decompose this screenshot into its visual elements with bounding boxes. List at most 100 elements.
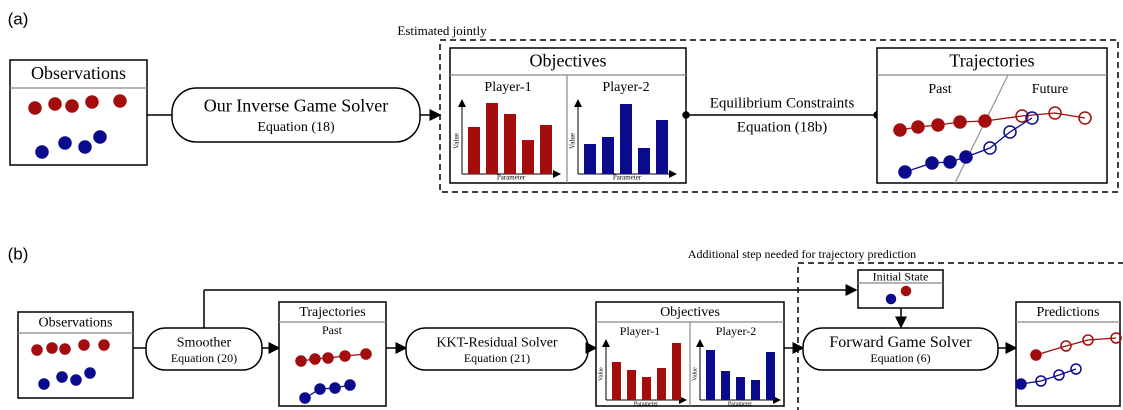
marker — [38, 378, 50, 390]
bar — [638, 148, 650, 174]
bar — [612, 362, 621, 400]
marker — [70, 374, 82, 386]
marker — [344, 379, 356, 391]
trajectory-line — [1020, 368, 1077, 385]
bar — [657, 368, 666, 400]
past-label: Past — [322, 323, 343, 337]
open-marker — [1110, 332, 1122, 344]
marker — [1030, 349, 1042, 361]
box-title: Objectives — [530, 51, 607, 71]
open-marker — [1053, 369, 1065, 381]
player-label: Player-1 — [484, 80, 531, 95]
marker — [900, 285, 912, 297]
panel-label: (a) — [8, 9, 29, 28]
axis-label: Value — [692, 367, 698, 381]
bar — [540, 125, 552, 174]
future-label: Future — [1032, 82, 1069, 97]
initial-state-box — [857, 269, 944, 309]
axis-label: Value — [453, 133, 461, 149]
box-title: Predictions — [1037, 305, 1100, 320]
group-box — [439, 39, 1119, 193]
marker — [682, 111, 690, 119]
marker — [329, 382, 341, 394]
marker — [959, 150, 973, 164]
marker — [322, 352, 334, 364]
bar — [627, 370, 636, 400]
box-title: Trajectories — [299, 305, 365, 320]
axis-label: Parameter — [497, 174, 526, 182]
marker — [943, 155, 957, 169]
marker — [299, 392, 311, 404]
edge-equation: Equation (18b) — [737, 119, 827, 135]
group-label: Estimated jointly — [397, 23, 487, 38]
trajectory-line — [304, 384, 351, 399]
marker — [93, 130, 107, 144]
bar — [721, 371, 730, 400]
node-title: Our Inverse Game Solver — [204, 96, 388, 116]
axis-label: Value — [598, 367, 604, 381]
open-marker — [1015, 109, 1029, 123]
panel-label: (b) — [8, 244, 29, 263]
marker — [898, 165, 912, 179]
marker — [339, 350, 351, 362]
marker — [978, 114, 992, 128]
node-equation: Equation (20) — [171, 351, 237, 365]
marker — [59, 343, 71, 355]
bar — [522, 140, 534, 174]
trajectory-line — [1035, 337, 1117, 356]
marker — [28, 101, 42, 115]
box-title: Trajectories — [949, 51, 1034, 71]
open-marker — [1048, 106, 1062, 120]
past-label: Past — [928, 82, 951, 97]
edge-label: Equilibrium Constraints — [710, 95, 855, 111]
bar — [620, 104, 632, 174]
box-title: Objectives — [660, 305, 720, 320]
bar — [751, 380, 760, 400]
marker — [35, 145, 49, 159]
bar — [468, 127, 480, 174]
marker — [56, 371, 68, 383]
marker — [48, 97, 62, 111]
bar — [766, 352, 775, 400]
marker — [1015, 378, 1027, 390]
marker — [98, 339, 110, 351]
open-marker — [1082, 334, 1094, 346]
axis-label: Parameter — [728, 401, 752, 407]
marker — [953, 115, 967, 129]
open-marker — [1025, 111, 1039, 125]
marker — [931, 118, 945, 132]
node-title: Smoother — [177, 335, 232, 350]
bar — [642, 377, 651, 400]
marker — [78, 140, 92, 154]
marker — [314, 383, 326, 395]
marker — [31, 344, 43, 356]
bar — [706, 350, 715, 400]
open-marker — [1078, 111, 1092, 125]
open-marker — [983, 141, 997, 155]
bar — [672, 343, 681, 400]
divider — [954, 74, 1009, 184]
box-title: Initial State — [873, 269, 929, 283]
forward-solver-node — [802, 327, 999, 371]
marker — [85, 95, 99, 109]
marker — [46, 342, 58, 354]
marker — [885, 293, 897, 305]
player-label: Player-2 — [716, 324, 756, 338]
box-title: Observations — [39, 316, 113, 331]
axis-label: Parameter — [613, 174, 642, 182]
bar — [504, 114, 516, 174]
node-equation: Equation (21) — [464, 351, 530, 365]
player-label: Player-1 — [620, 324, 660, 338]
marker — [65, 99, 79, 113]
marker — [893, 123, 907, 137]
marker — [113, 94, 127, 108]
marker — [84, 367, 96, 379]
marker — [925, 156, 939, 170]
axis-label: Parameter — [634, 401, 658, 407]
bar — [486, 103, 498, 174]
trajectories-box — [876, 47, 1108, 184]
marker — [295, 355, 307, 367]
bar — [656, 120, 668, 174]
bar — [736, 377, 745, 400]
